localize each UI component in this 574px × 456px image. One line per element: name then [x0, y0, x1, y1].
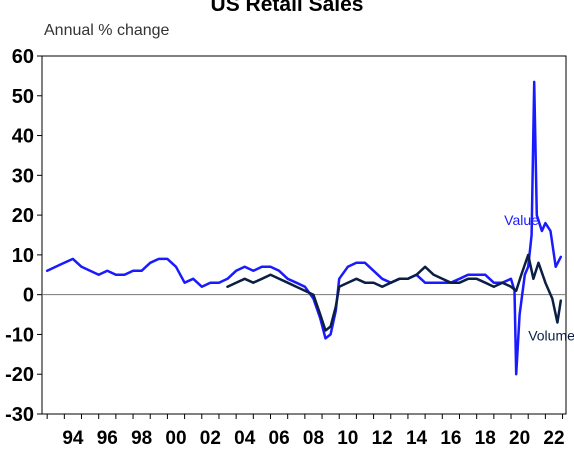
x-tick-label: 04 — [234, 428, 256, 449]
y-tick-label: -20 — [5, 364, 34, 386]
y-tick-label: 20 — [12, 205, 34, 227]
x-tick-label: 08 — [303, 428, 324, 449]
chart-title: US Retail Sales — [210, 0, 364, 16]
y-tick-label: -30 — [5, 404, 34, 426]
y-tick-label: 60 — [12, 46, 34, 68]
series-label-volume: Volume — [528, 327, 574, 343]
y-tick-label: 30 — [12, 165, 34, 187]
x-tick-label: 10 — [337, 428, 358, 449]
y-tick-label: 0 — [23, 285, 34, 307]
x-tick-label: 14 — [406, 428, 428, 449]
x-tick-label: 06 — [269, 428, 290, 449]
plot-frame — [41, 55, 567, 415]
x-tick-label: 00 — [165, 428, 186, 449]
x-tick-label: 12 — [372, 428, 393, 449]
x-tick-label: 98 — [131, 428, 152, 449]
series-line-value — [45, 80, 563, 376]
x-tick-label: 22 — [543, 428, 564, 449]
x-tick-label: 20 — [509, 428, 530, 449]
y-tick-label: 10 — [12, 245, 34, 267]
x-tick-label: 18 — [475, 428, 496, 449]
y-axis-unit-label: Annual % change — [44, 22, 170, 39]
series-label-value: Value — [504, 212, 539, 228]
x-tick-label: 02 — [200, 428, 221, 449]
series-line-volume — [226, 253, 563, 332]
y-tick-label: 40 — [12, 126, 34, 148]
y-tick-label: 50 — [12, 86, 34, 108]
y-tick-label: -10 — [5, 324, 34, 346]
x-tick-label: 96 — [97, 428, 118, 449]
x-tick-label: 94 — [62, 428, 84, 449]
x-tick-label: 16 — [440, 428, 461, 449]
